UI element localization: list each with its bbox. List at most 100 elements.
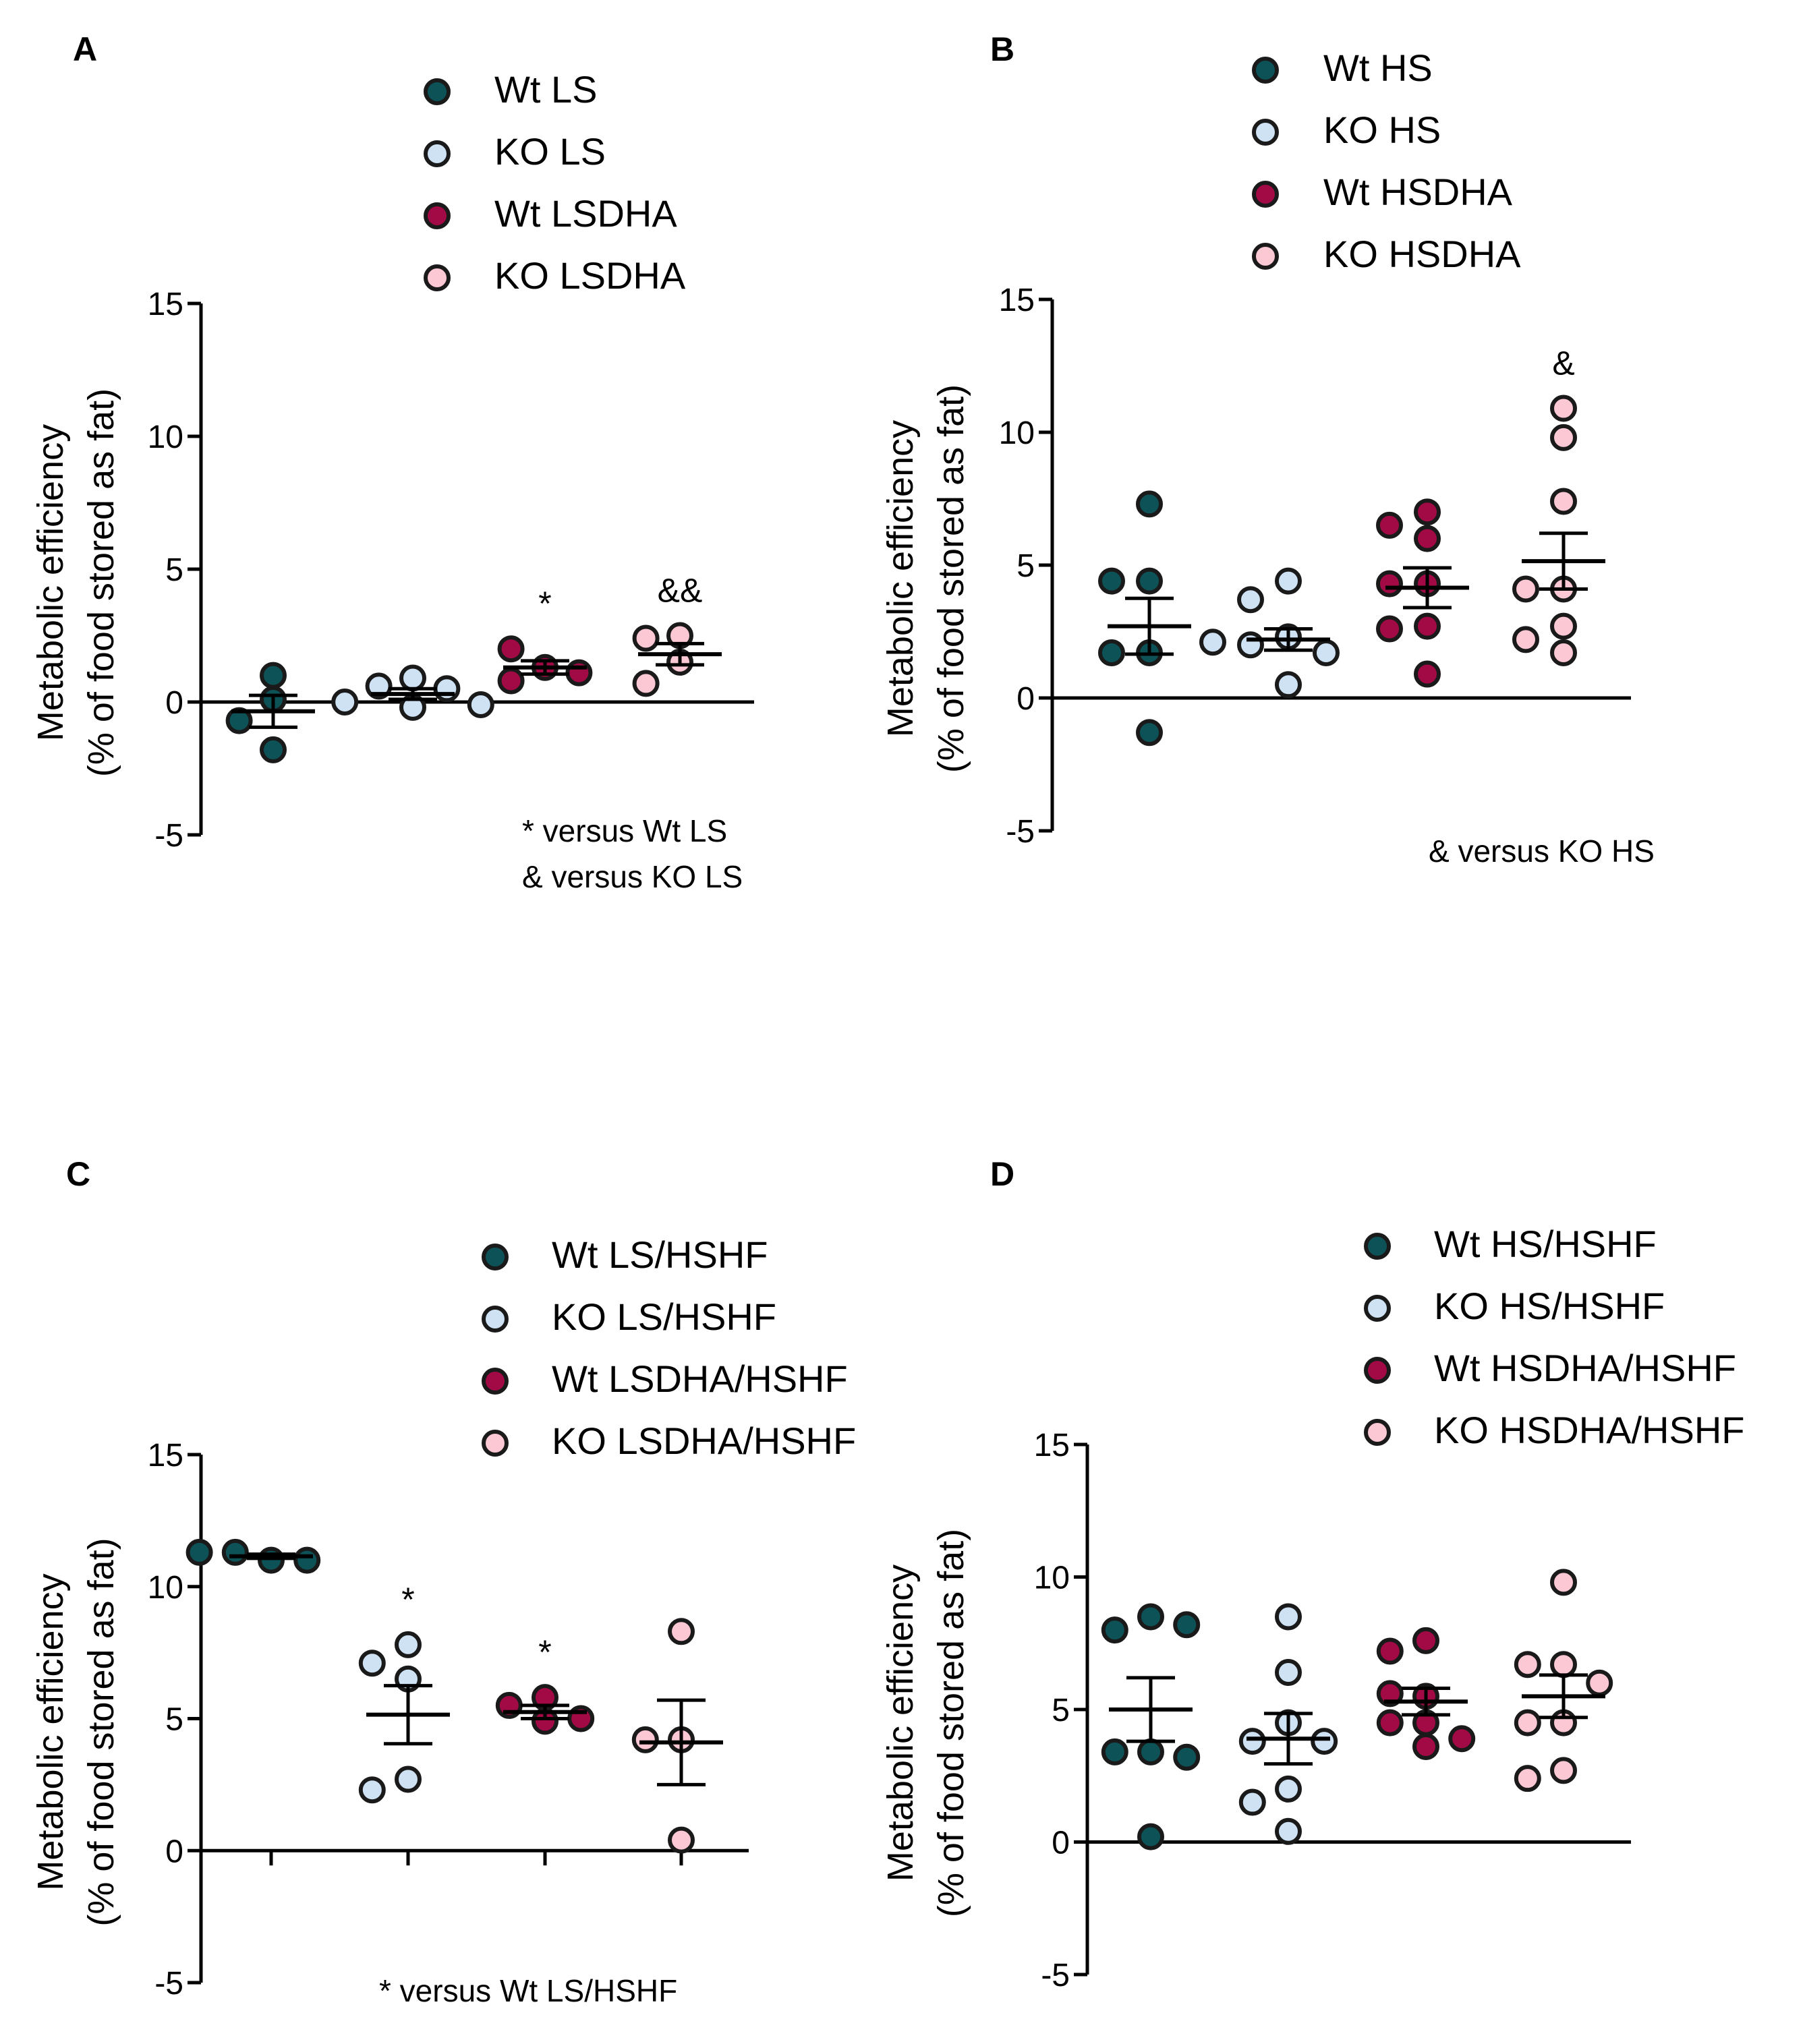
data-point [365, 672, 393, 700]
data-point [1199, 629, 1226, 656]
series-group [1376, 1627, 1476, 1761]
significance-mark: * [538, 585, 551, 622]
data-point [258, 1546, 285, 1574]
data-point [1275, 1658, 1302, 1686]
legend-marker [482, 1306, 509, 1333]
significance-mark: & [1552, 345, 1574, 382]
y-tick-label: 10 [148, 1570, 183, 1606]
series-group [1101, 1603, 1201, 1850]
data-point [1137, 1823, 1164, 1850]
series-group: * [497, 585, 593, 695]
legend-label: Wt HSDHA/HSHF [1434, 1347, 1736, 1389]
legend-marker [1364, 1233, 1391, 1260]
data-point [1173, 1611, 1201, 1639]
data-point [1101, 1738, 1128, 1765]
data-point [399, 664, 426, 692]
y-tick-label: -5 [1006, 814, 1035, 850]
data-point [1550, 1651, 1577, 1678]
series-group: & [1512, 345, 1605, 667]
data-point [1412, 1627, 1439, 1654]
legend-marker [1252, 57, 1279, 84]
y-tick-label: 5 [165, 552, 183, 588]
data-point [1136, 719, 1163, 747]
legend-marker [482, 1244, 509, 1271]
legend-label: KO LS [494, 130, 606, 173]
data-point [1448, 1725, 1476, 1753]
data-point [260, 662, 287, 689]
panel-b: B 15 10 5 0 -5 Metabolic efficiency (% of food … [880, 30, 1655, 869]
y-tick-label: 0 [165, 685, 183, 721]
significance-mark: * [538, 1633, 551, 1671]
data-point [1376, 1709, 1404, 1736]
series-group: * [358, 1581, 450, 1804]
legend-label: KO HS [1323, 109, 1441, 151]
panel-letter: A [73, 30, 97, 68]
series-group [185, 1538, 321, 1574]
legend-marker [1252, 119, 1279, 146]
footnote: * versus Wt LS/HSHF [379, 1973, 677, 2008]
data-point [1137, 1603, 1164, 1631]
data-point [1550, 424, 1577, 451]
data-point [1275, 671, 1302, 699]
series-group: && [632, 572, 722, 697]
data-point [1550, 1757, 1577, 1784]
data-point [1101, 1616, 1128, 1644]
data-point [1586, 1669, 1613, 1697]
data-point [1512, 626, 1539, 653]
legend-label: KO HSDHA [1323, 233, 1521, 275]
y-axis-subtitle: (% of food stored as fat) [81, 388, 121, 777]
data-point [632, 624, 660, 652]
data-point [1275, 567, 1302, 595]
y-axis-title: Metabolic efficiency [880, 420, 921, 737]
data-point [1237, 631, 1264, 659]
legend-label: KO HSDHA/HSHF [1434, 1409, 1745, 1451]
data-point [1238, 1728, 1266, 1755]
legend-marker [1252, 243, 1279, 270]
data-point [1514, 1765, 1541, 1792]
y-tick-label: 0 [165, 1834, 183, 1869]
data-point [631, 1726, 659, 1753]
series-group [1199, 567, 1340, 699]
data-point [1136, 490, 1163, 518]
legend-marker [1364, 1419, 1391, 1446]
y-tick-label: 5 [1016, 548, 1035, 584]
data-point [1412, 1733, 1439, 1761]
legend-label: KO LS/HSHF [552, 1295, 776, 1338]
y-tick-label: 10 [148, 419, 183, 455]
data-point [185, 1538, 213, 1566]
y-tick-label: -5 [154, 1966, 183, 2002]
data-point [260, 736, 287, 763]
panel-d: D 15 10 5 0 -5 Metabolic efficiency (% of food … [880, 1155, 1745, 1993]
panel-a: A 15 10 5 0 -5 Metabolic efficiency (% of food … [30, 30, 754, 894]
y-tick-label: 0 [1016, 681, 1035, 717]
data-point [221, 1538, 249, 1566]
data-point [1098, 567, 1125, 595]
data-point [225, 707, 253, 734]
footnote: * versus Wt LS [522, 813, 727, 848]
legend-marker [424, 202, 451, 229]
data-point [1311, 1728, 1338, 1755]
y-axis-title: Metabolic efficiency [880, 1565, 921, 1881]
legend-marker [482, 1368, 509, 1395]
y-tick-label: 10 [999, 415, 1035, 451]
legend-label: Wt LS/HSHF [552, 1233, 768, 1276]
data-point [1275, 1817, 1302, 1845]
data-point [293, 1546, 321, 1574]
data-point [1313, 639, 1340, 667]
y-axis-subtitle: (% of food stored as fat) [931, 384, 971, 773]
legend-marker [424, 264, 451, 291]
legend-label: Wt LSDHA [494, 192, 677, 235]
data-point [1512, 575, 1539, 603]
footnote: & versus KO LS [522, 859, 743, 894]
legend-marker [1364, 1295, 1391, 1322]
data-point [668, 1618, 695, 1645]
data-point [1376, 1680, 1404, 1707]
data-point [1550, 395, 1577, 422]
panel-letter: C [66, 1155, 90, 1193]
footnote: & versus KO HS [1429, 834, 1655, 869]
y-axis-title: Metabolic efficiency [30, 1573, 71, 1890]
panel-letter: B [990, 30, 1014, 68]
y-axis-title: Metabolic efficiency [30, 424, 71, 741]
legend-label: KO LSDHA [494, 254, 686, 297]
